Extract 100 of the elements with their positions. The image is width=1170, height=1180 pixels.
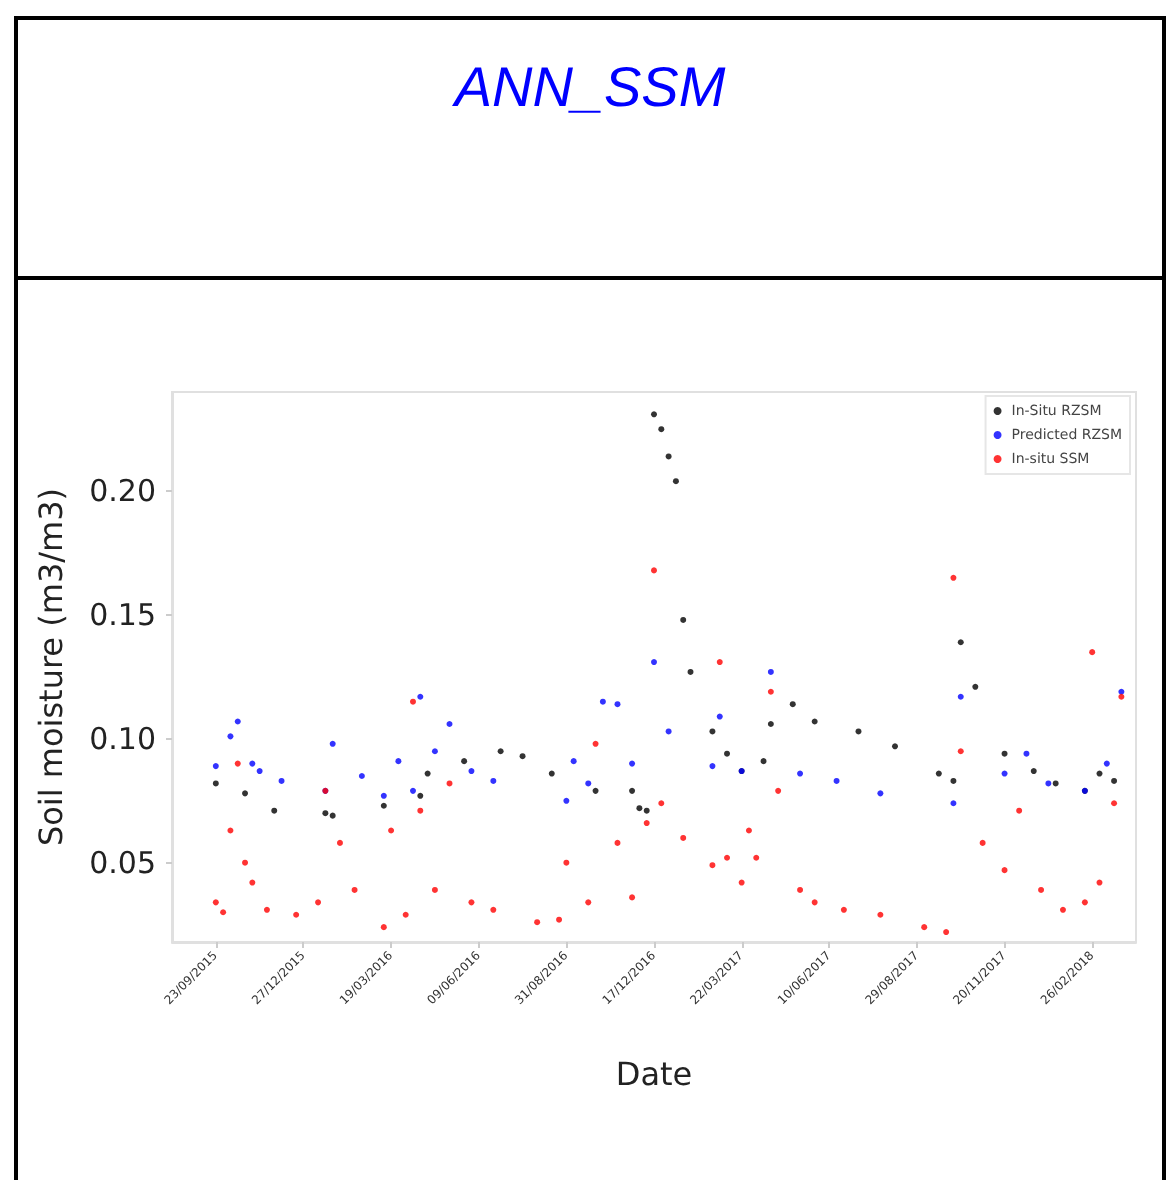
point xyxy=(797,886,804,893)
point xyxy=(431,748,438,755)
point xyxy=(336,839,343,846)
point xyxy=(1089,649,1096,656)
point xyxy=(220,909,227,916)
point xyxy=(388,827,395,834)
point xyxy=(643,820,650,827)
point xyxy=(490,777,497,784)
point xyxy=(935,770,942,777)
point xyxy=(672,478,679,485)
point xyxy=(950,574,957,581)
point xyxy=(497,748,504,755)
point xyxy=(943,929,950,936)
point xyxy=(833,777,840,784)
point xyxy=(811,718,818,725)
point xyxy=(658,426,665,433)
point xyxy=(556,916,563,923)
point xyxy=(468,899,475,906)
point xyxy=(227,827,234,834)
point xyxy=(651,659,657,666)
point xyxy=(1045,780,1052,787)
point xyxy=(402,911,409,918)
point xyxy=(1059,906,1066,913)
point xyxy=(417,693,424,700)
point xyxy=(490,906,497,913)
point xyxy=(410,698,416,705)
point xyxy=(212,763,219,770)
point xyxy=(950,777,957,784)
point xyxy=(665,728,672,735)
point xyxy=(957,639,964,646)
point xyxy=(599,698,606,705)
point xyxy=(227,733,234,740)
point xyxy=(658,800,665,807)
point xyxy=(921,924,928,931)
y-tick-label: 0.05 xyxy=(89,844,156,881)
chart-title: ANN_SSM xyxy=(450,54,728,120)
point xyxy=(242,790,249,797)
point xyxy=(329,812,336,819)
point xyxy=(293,911,300,918)
y-axis-title: Soil moisture (m3/m3) xyxy=(32,487,71,847)
point xyxy=(263,906,270,913)
y-tick-label: 0.20 xyxy=(89,473,156,510)
point xyxy=(1096,770,1103,777)
point xyxy=(797,770,804,777)
point xyxy=(1052,780,1059,787)
point xyxy=(738,879,745,886)
point xyxy=(446,720,453,727)
point xyxy=(358,773,365,780)
point xyxy=(424,770,431,777)
point xyxy=(563,859,570,866)
point xyxy=(760,758,767,765)
point xyxy=(651,567,657,574)
point xyxy=(380,802,387,809)
point xyxy=(212,780,219,787)
point xyxy=(1103,760,1110,767)
point xyxy=(461,758,468,765)
point xyxy=(417,807,424,814)
point xyxy=(417,792,424,799)
point xyxy=(410,787,416,794)
point xyxy=(431,886,438,893)
point xyxy=(1001,770,1008,777)
point xyxy=(877,790,884,797)
point xyxy=(242,859,249,866)
point xyxy=(665,453,672,460)
point xyxy=(329,740,336,747)
point xyxy=(570,758,577,765)
point xyxy=(651,411,657,418)
point xyxy=(234,760,241,767)
point xyxy=(380,792,387,799)
point xyxy=(585,899,592,906)
y-tick-label: 0.15 xyxy=(89,596,156,633)
point xyxy=(563,797,570,804)
point xyxy=(1096,879,1103,886)
point xyxy=(249,760,256,767)
point xyxy=(380,924,387,931)
point xyxy=(877,911,884,918)
point xyxy=(629,894,636,901)
point xyxy=(767,720,774,727)
point xyxy=(724,750,731,757)
point xyxy=(592,787,599,794)
point xyxy=(548,770,555,777)
point xyxy=(1111,800,1118,807)
point xyxy=(629,787,636,794)
point xyxy=(614,839,621,846)
point xyxy=(636,805,643,812)
point xyxy=(256,768,263,775)
point xyxy=(585,780,592,787)
point xyxy=(322,810,329,817)
point xyxy=(629,760,636,767)
point xyxy=(643,807,650,814)
y-tick-label: 0.10 xyxy=(89,720,156,757)
point xyxy=(446,780,453,787)
point xyxy=(957,693,964,700)
point xyxy=(957,748,964,755)
point xyxy=(745,827,752,834)
point xyxy=(716,659,723,666)
point xyxy=(709,763,716,770)
point xyxy=(811,899,818,906)
point xyxy=(775,787,782,794)
point xyxy=(687,668,694,675)
